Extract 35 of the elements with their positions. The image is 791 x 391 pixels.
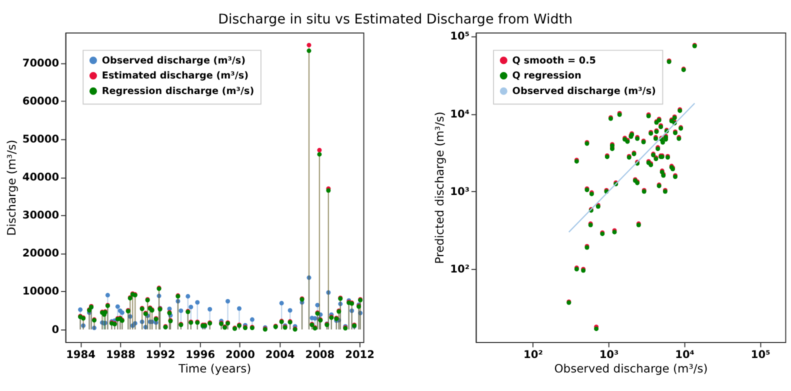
- legend-label: Estimated discharge (m³/s): [102, 70, 249, 82]
- x-tick-label: 10²: [524, 348, 544, 361]
- x-tick-label: 2000: [226, 348, 255, 361]
- y-tick-label: 60000: [22, 95, 60, 108]
- y-tick-label: 0: [52, 324, 60, 336]
- x-tick-label: 1996: [186, 348, 216, 361]
- y-tick-label: 30000: [22, 210, 60, 222]
- legend-label: Observed discharge (m³/s): [102, 55, 246, 66]
- x-axis-title: Time (years): [178, 361, 252, 376]
- x-axis-title: Observed discharge (m³/s): [554, 361, 708, 376]
- x-tick-label: 2008: [305, 348, 335, 361]
- y-axis-title: Predicted discharge (m³/s): [432, 112, 446, 264]
- x-tick-label: 10⁴: [675, 348, 695, 361]
- x-tick-label: 1988: [106, 348, 136, 361]
- y-tick-label: 70000: [22, 57, 60, 70]
- legend-label: Observed discharge (m³/s): [512, 86, 656, 98]
- x-tick-label: 10⁵: [750, 348, 771, 361]
- y-tick-label: 40000: [22, 172, 60, 184]
- y-tick-label: 20000: [22, 248, 60, 260]
- y-tick-label: 10³: [450, 186, 470, 198]
- y-tick-label: 50000: [22, 133, 60, 146]
- x-tick-label: 2012: [345, 348, 374, 361]
- y-tick-label: 10⁵: [450, 30, 470, 43]
- y-tick-label: 10000: [22, 286, 60, 298]
- x-tick-label: 2004: [265, 348, 295, 361]
- legend-label: Q smooth = 0.5: [512, 55, 596, 66]
- y-tick-label: 10²: [450, 263, 470, 276]
- legend-label: Q regression: [512, 70, 582, 82]
- text: Discharge in situ vs Estimated Discharge from Width: [218, 12, 573, 28]
- x-tick-label: 10³: [599, 348, 620, 361]
- y-axis-title: Discharge (m³/s): [4, 140, 19, 236]
- x-tick-label: 1984: [66, 348, 96, 361]
- legend-label: Regression discharge (m³/s): [102, 86, 254, 98]
- x-tick-label: 1992: [146, 348, 176, 361]
- y-tick-label: 10⁴: [450, 108, 470, 120]
